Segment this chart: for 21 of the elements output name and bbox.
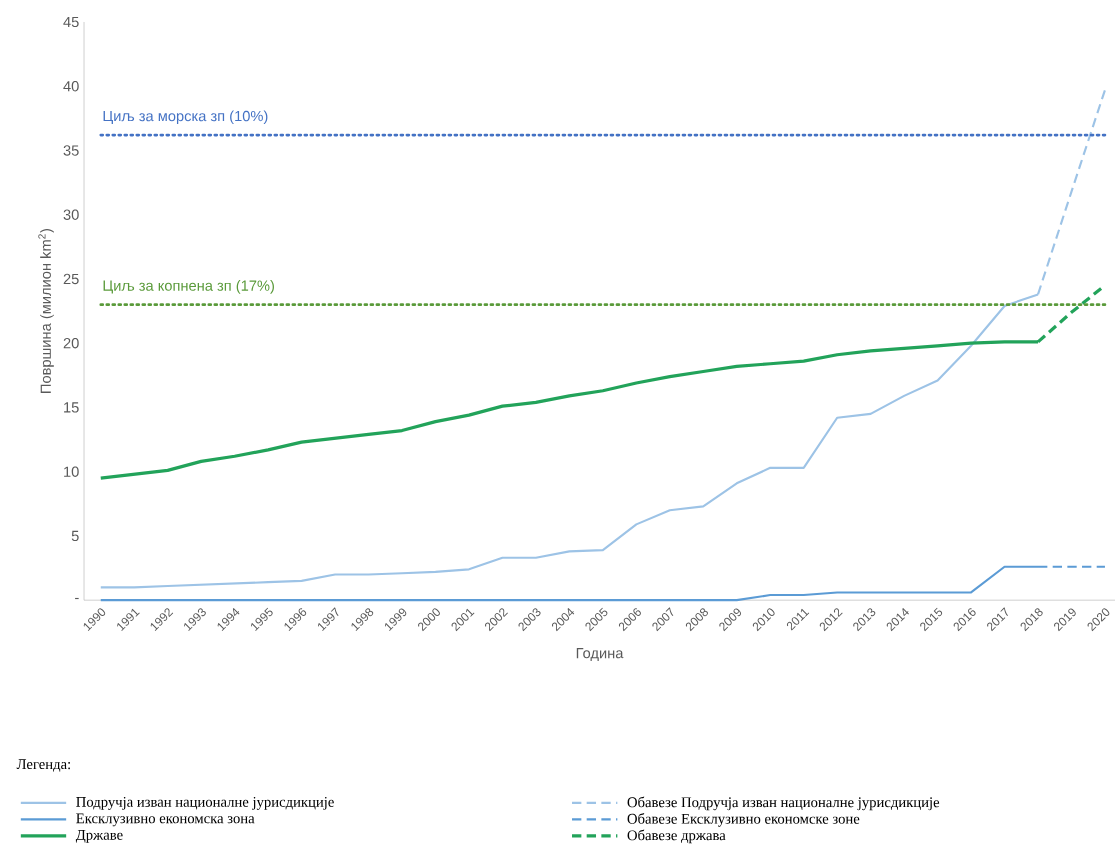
legend-label: Подручја изван националне јурисдикције	[76, 796, 334, 810]
legend-label: Државе	[75, 829, 123, 843]
y-tick-label: 40	[63, 80, 79, 92]
y-axis-title: Површина (милион km$^{2}$)	[38, 228, 54, 393]
y-tick-label: 10	[64, 466, 79, 477]
y-tick-label: 20	[63, 337, 79, 349]
legend-label: Обавезе Ексклузивно економске зоне	[627, 812, 860, 827]
y-tick-label: -	[75, 597, 79, 599]
legend-label: Ексклузивно економска зона	[76, 813, 255, 827]
y-tick-label: 35	[63, 145, 79, 156]
y-tick-label: 45	[63, 16, 79, 27]
y-tick-label: 30	[63, 209, 79, 220]
ref-line-label: Циљ за морска зп (10%)	[103, 110, 268, 124]
y-tick-label: 25	[63, 273, 79, 285]
x-axis-title: Година	[576, 647, 624, 661]
legend-label: Обавезе Подручја изван националне јурисдикције	[627, 796, 940, 811]
ref-line-label: Циљ за копнена зп (17%)	[103, 279, 274, 294]
y-tick-label: 15	[64, 402, 79, 413]
legend-title: Легенда:	[16, 759, 70, 772]
legend-label: Обавезе држава	[627, 829, 726, 844]
y-tick-label: 5	[71, 530, 79, 541]
